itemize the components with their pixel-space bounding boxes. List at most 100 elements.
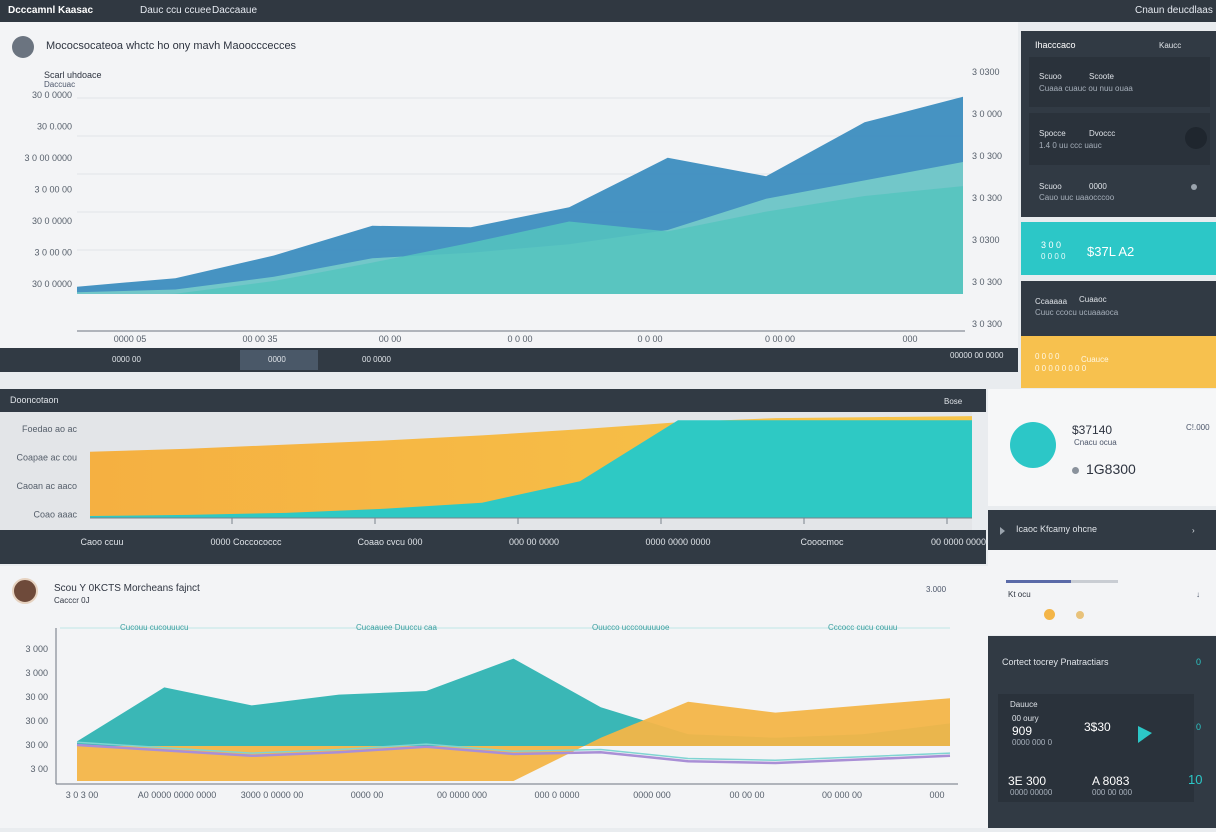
middle-chart-header: Dooncotaon Bose xyxy=(0,389,986,412)
status-dot-yellow-icon[interactable] xyxy=(1044,609,1055,620)
topbar-right-text[interactable]: Cnaun deucdlaas xyxy=(1135,5,1213,16)
kpi-circle-icon xyxy=(1010,422,1056,468)
bot-legend-entry: Cccocc cucu couuu xyxy=(828,623,897,632)
bot-legend-entry: Cucouu cucouuucu xyxy=(120,623,189,632)
bottom-avatar xyxy=(12,578,38,604)
top-x-tick: 0 00 00 xyxy=(765,334,795,344)
bottom-right-big1: 909 xyxy=(1012,724,1033,738)
sidebar-yellow-card[interactable]: 0 0 0 0 Cuauce 0 0 0 0 0 0 0 0 xyxy=(1021,336,1216,388)
top-x-tick: 0000 05 xyxy=(114,334,147,344)
dark-card-label: Ccaaaaa xyxy=(1035,297,1068,306)
bottom-right-value4: 10 xyxy=(1188,772,1203,787)
teal-card-value: $37L A2 xyxy=(1087,244,1135,259)
bot-x-tick: A0 0000 0000 0000 xyxy=(138,790,217,800)
card3-sub: Cauo uuc uaaocccoo xyxy=(1039,193,1115,202)
middle-chart-footer xyxy=(0,530,986,564)
mid-x-tick: 00 0000 0000000 xyxy=(931,537,1001,547)
bottom-area-chart: Cucouu cucouuucu Cucaauee Duuccu caa Ouucc… xyxy=(25,623,958,800)
bot-y-tick: 30 00 xyxy=(25,740,48,750)
bot-legend-entry: Ouucco ucccouuuuoe xyxy=(592,623,670,632)
mid-y-tick: Foedao ao ac xyxy=(22,424,78,434)
right-mid-header: Icaoc Kfcamy ohcne › xyxy=(988,510,1216,550)
top-y-left-tick: 30 0 0000 xyxy=(32,279,72,289)
mid-y-tick: Caoan ac aaco xyxy=(16,481,77,491)
sidebar-card-1[interactable]: Scuoo Scoote Cuaaa cuauc ou nuu ouaa xyxy=(1029,57,1210,107)
bottom-right-panel: Cortect tocrey Pnatractiars 0 Dauuce 00 … xyxy=(988,636,1216,828)
top-x-tick: 0 0 00 xyxy=(507,334,532,344)
top-y-right-tick: 3 0300 xyxy=(972,235,1000,245)
card3-label2: 0000 xyxy=(1089,182,1107,191)
bot-x-tick: 000 0 0000 xyxy=(534,790,579,800)
bottom-right-value3: A 8083 xyxy=(1092,774,1130,788)
mid-x-tick: 0000 Coccococcc xyxy=(210,537,282,547)
bottom-chart-subtitle: Cacccr 0J xyxy=(54,596,90,605)
footer-label-3[interactable]: 00 0000 xyxy=(362,355,391,364)
dark-card-label2: Cuaaoc xyxy=(1079,295,1107,304)
sidebar-title-right[interactable]: Kaucc xyxy=(1159,41,1182,50)
top-avatar xyxy=(12,36,34,58)
yellow-card-sub: 0 0 0 0 0 0 0 0 xyxy=(1035,364,1087,373)
footer-tab-active[interactable] xyxy=(240,350,318,370)
bot-x-tick: 0000 000 xyxy=(633,790,671,800)
bot-x-tick: 000 xyxy=(929,790,944,800)
sidebar-teal-card[interactable]: 3 0 0 0 0 0 0 $37L A2 xyxy=(1021,222,1216,275)
middle-area-chart: Foedao ao ac Coapae ac cou Caoan ac aaco Co… xyxy=(16,416,972,520)
right-mid-small-icon[interactable]: ↓ xyxy=(1196,590,1200,599)
kpi-panel: $37140 Cnacu ocua C!.000 1G8300 xyxy=(988,389,1216,506)
progress-label: Kt ocu xyxy=(1008,590,1031,599)
middle-chart-title: Dooncotaon xyxy=(10,395,59,405)
bot-series-area-1 xyxy=(77,658,950,746)
card1-label: Scuoo xyxy=(1039,72,1062,81)
chevron-right-icon[interactable] xyxy=(1000,527,1005,535)
card2-label2: Dvoccc xyxy=(1089,129,1116,138)
card3-dot-icon xyxy=(1191,184,1197,190)
bot-y-tick: 30 00 xyxy=(25,692,48,702)
footer-label-4[interactable]: 00000 00 0000 xyxy=(950,351,1004,360)
top-x-tick: 000 xyxy=(902,334,917,344)
status-dot-light-icon[interactable] xyxy=(1076,611,1084,619)
top-bar: Dcccamnl Kaasac Dauc ccu ccuee Daccaaue … xyxy=(0,0,1216,22)
bottom-right-card[interactable]: Dauuce 00 oury 909 0000 000 0 3$30 3E 30… xyxy=(998,694,1194,802)
bottom-chart-right-value: 3.000 xyxy=(926,585,947,594)
bottom-right-side-icon[interactable]: 0 xyxy=(1196,722,1202,732)
top-y-left-tick: 30 0.000 xyxy=(37,122,72,132)
progress-fill xyxy=(1006,580,1071,583)
teal-card-sub: 0 0 0 0 xyxy=(1041,252,1066,261)
bottom-right-title: Cortect tocrey Pnatractiars xyxy=(1002,657,1109,667)
top-x-tick: 0 0 00 xyxy=(637,334,662,344)
tab-two[interactable]: Daccaaue xyxy=(212,5,258,16)
card1-sub: Cuaaa cuauc ou nuu ouaa xyxy=(1039,84,1133,93)
kpi-label-1: Cnacu ocua xyxy=(1074,438,1117,447)
bot-y-tick: 30 00 xyxy=(25,716,48,726)
dark-card-sub: Cuuc ccocu ucuaaaoca xyxy=(1035,308,1119,317)
sidebar-card-2[interactable]: Spocce Dvoccc 1.4 0 uu ccc uauc xyxy=(1029,113,1210,165)
sidebar-dark-card[interactable]: Ccaaaaa Cuaaoc Cuuc ccocu ucuaaaoca xyxy=(1021,281,1216,336)
bot-series-line-3b xyxy=(76,741,951,762)
bot-series-line-3 xyxy=(76,743,951,765)
kpi-value-2: 1G8300 xyxy=(1086,461,1136,477)
mid-x-tick: 000 00 0000 xyxy=(509,537,559,547)
play-icon[interactable] xyxy=(1138,726,1152,743)
card2-icon xyxy=(1185,127,1207,149)
bot-x-tick: 00 000 00 xyxy=(822,790,862,800)
top-area-chart: 30 0 0000 30 0.000 3 0 00 0000 3 0 00 00 30 … xyxy=(24,67,1002,344)
kpi-value-1: $37140 xyxy=(1072,423,1113,437)
bot-x-tick: 3000 0 0000 00 xyxy=(241,790,304,800)
right-mid-caret[interactable]: › xyxy=(1192,526,1195,535)
top-x-tick: 00 00 35 xyxy=(242,334,277,344)
bot-x-tick: 3 0 3 00 xyxy=(66,790,99,800)
footer-label-1[interactable]: 0000 00 xyxy=(112,355,141,364)
teal-card-label: 3 0 0 xyxy=(1041,240,1062,250)
kpi-dot-icon xyxy=(1072,467,1079,474)
progress-track xyxy=(1006,580,1118,583)
bottom-right-title-icon[interactable]: 0 xyxy=(1196,657,1202,667)
mid-y-tick: Coapae ac cou xyxy=(16,453,77,463)
footer-label-2[interactable]: 0000 xyxy=(268,355,286,364)
mid-x-tick: Caoo ccuu xyxy=(80,537,123,547)
top-y-left-tick: 3 0 00 0000 xyxy=(24,153,72,163)
top-chart-mask xyxy=(77,294,963,334)
bot-y-tick: 3 000 xyxy=(25,668,48,678)
tab-one[interactable]: Dauc ccu ccuee xyxy=(140,5,212,16)
bottom-chart-title: Scou Y 0KCTS Morcheans fajnct xyxy=(54,583,200,594)
mid-series-area-2 xyxy=(90,420,972,518)
